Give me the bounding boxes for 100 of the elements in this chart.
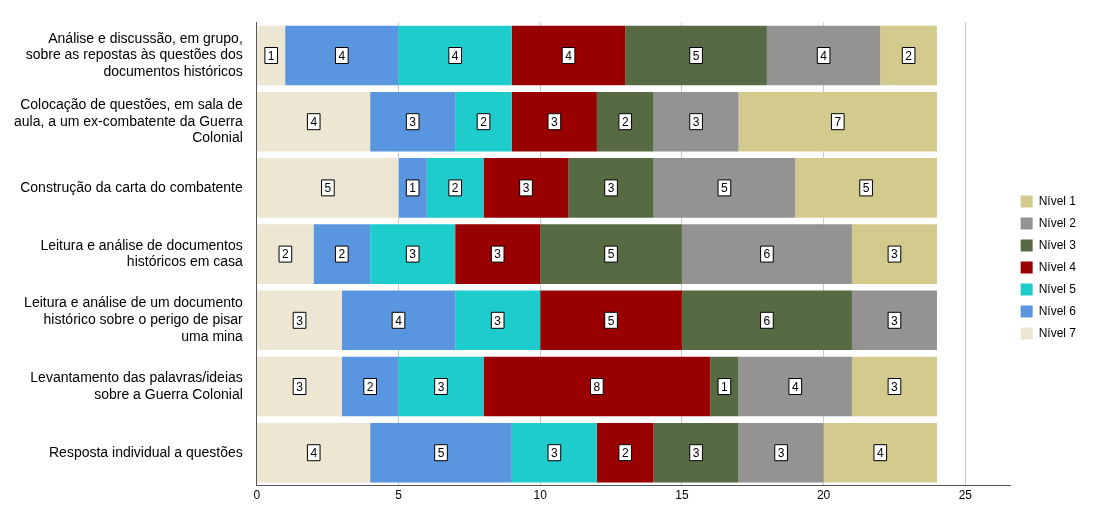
data-label: 3 [409,247,417,262]
legend-label: Nível 7 [1038,325,1077,340]
data-label: 3 [409,115,417,130]
bar [653,91,739,152]
data-label: 4 [565,48,573,63]
data-label: 4 [876,446,884,461]
data-label: 4 [820,48,828,63]
bar [681,290,852,351]
bar [398,25,512,86]
data-label: 8 [593,379,601,394]
bar [851,290,937,351]
data-label: 2 [905,48,913,63]
data-label: 1 [409,181,417,196]
data-label: 3 [891,247,899,262]
bar [738,91,937,152]
data-label: 3 [296,379,304,394]
data-label: 5 [607,247,615,262]
y-tick-label: Levantamento das palavras/ideias sobre a Guerra Colonial [30,368,243,402]
data-label: 2 [621,446,629,461]
bar [511,91,597,152]
data-label: 2 [282,247,290,262]
bar [653,158,796,218]
bar [257,158,399,218]
bar [257,290,342,351]
data-label: 4 [310,446,318,461]
data-label: 3 [494,313,502,328]
bar [257,91,371,152]
bar [511,422,597,483]
data-label: 3 [522,181,530,196]
bar [766,25,881,86]
data-label: 4 [791,379,799,394]
data-label: 5 [324,181,332,196]
bar [596,91,654,152]
data-label: 2 [451,181,459,196]
legend-label: Nível 5 [1038,281,1077,296]
y-tick-label: Construção da carta do combatente [20,178,244,195]
x-tick-label: 0 [253,488,261,503]
bar [795,158,937,218]
bar [285,25,399,86]
bar [370,422,512,483]
y-tick-label: Leitura e análise de documentos históricos em casa [40,236,243,270]
bar [341,290,456,351]
bar [823,422,937,483]
data-label: 2 [621,115,629,130]
data-label: 6 [763,313,771,328]
data-label: 5 [607,313,615,328]
bar [455,91,512,152]
data-label: 3 [551,446,559,461]
legend-label: Nível 2 [1038,215,1077,230]
data-label: 5 [437,446,445,461]
data-label: 5 [862,181,870,196]
data-label: 3 [891,379,899,394]
legend-label: Nível 6 [1038,303,1077,318]
bar [596,422,654,483]
data-label: 3 [437,379,445,394]
bar [738,356,852,417]
bar [398,356,484,417]
x-tick-label: 20 [816,488,831,503]
bar [257,224,314,284]
data-label: 3 [692,115,700,130]
legend-label: Nível 1 [1038,193,1077,208]
data-label: 3 [551,115,559,130]
y-tick-label: Leitura e análise de um documento histórico sobre o perigo de pisar uma mina [24,294,244,344]
y-tick-label: Colocação de questões, em sala de aula, a um ex-combatente da Guerra Colonial [14,95,243,146]
x-tick-label: 25 [958,488,973,503]
data-label: 4 [451,48,459,63]
data-label: 4 [310,115,318,130]
bar [511,25,626,86]
legend-label: Nível 3 [1038,237,1077,252]
x-tick-label: 15 [675,488,689,503]
data-label: 6 [763,247,771,262]
bar [851,224,937,284]
data-label: 5 [692,48,700,63]
bar [568,158,654,218]
legend-label: Nível 4 [1038,259,1077,274]
bar [540,290,682,351]
data-label: 4 [395,313,403,328]
bar [370,91,456,152]
x-tick-label: 10 [533,488,548,503]
data-label: 1 [267,48,275,63]
bar [710,356,739,417]
x-tick-label: 5 [395,488,403,503]
bar [681,224,852,284]
bar [455,290,541,351]
data-label: 3 [296,313,304,328]
bar [257,422,371,483]
data-label: 3 [777,446,785,461]
bar [398,158,427,218]
bar [625,25,767,86]
bar [540,224,682,284]
bar [313,224,371,284]
bar [426,158,484,218]
data-label: 3 [607,181,615,196]
bar [880,25,937,86]
bar [851,356,937,417]
data-label: 4 [338,48,346,63]
data-label: 3 [494,247,502,262]
bar [483,356,711,417]
data-label: 3 [692,446,700,461]
data-label: 3 [891,313,899,328]
